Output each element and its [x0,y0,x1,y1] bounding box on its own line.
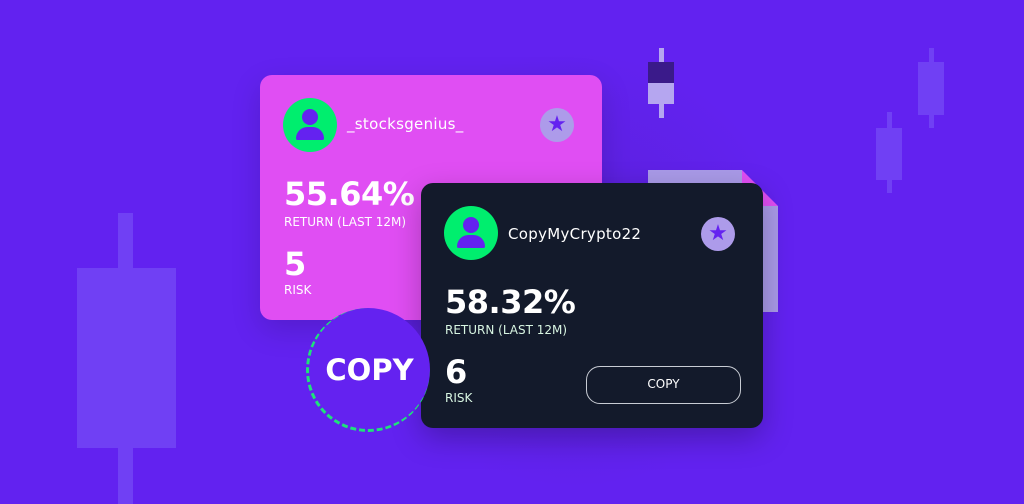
username: CopyMyCrypto22 [508,225,642,243]
return-value: 58.32% [445,283,576,321]
candlestick-body [648,83,674,104]
star-icon[interactable]: ★ [540,108,574,142]
return-label: RETURN (LAST 12M) [445,323,568,337]
username: _stocksgenius_ [347,115,464,133]
avatar-icon [444,206,498,260]
trader-card-copymycrypto[interactable]: CopyMyCrypto22 ★ 58.32% RETURN (LAST 12M… [421,183,763,428]
return-value: 55.64% [284,175,415,213]
star-icon[interactable]: ★ [701,217,735,251]
candlestick-body [876,128,902,180]
copy-button[interactable]: COPY [586,366,741,404]
risk-label: RISK [284,283,312,297]
candlestick-body [648,62,674,83]
copy-badge[interactable]: COPY [306,308,430,432]
avatar-icon [283,98,337,152]
candlestick-body [918,62,944,115]
return-label: RETURN (LAST 12M) [284,215,407,229]
risk-label: RISK [445,391,473,405]
risk-value: 6 [445,353,467,391]
risk-value: 5 [284,245,306,283]
candlestick-body [77,268,176,448]
